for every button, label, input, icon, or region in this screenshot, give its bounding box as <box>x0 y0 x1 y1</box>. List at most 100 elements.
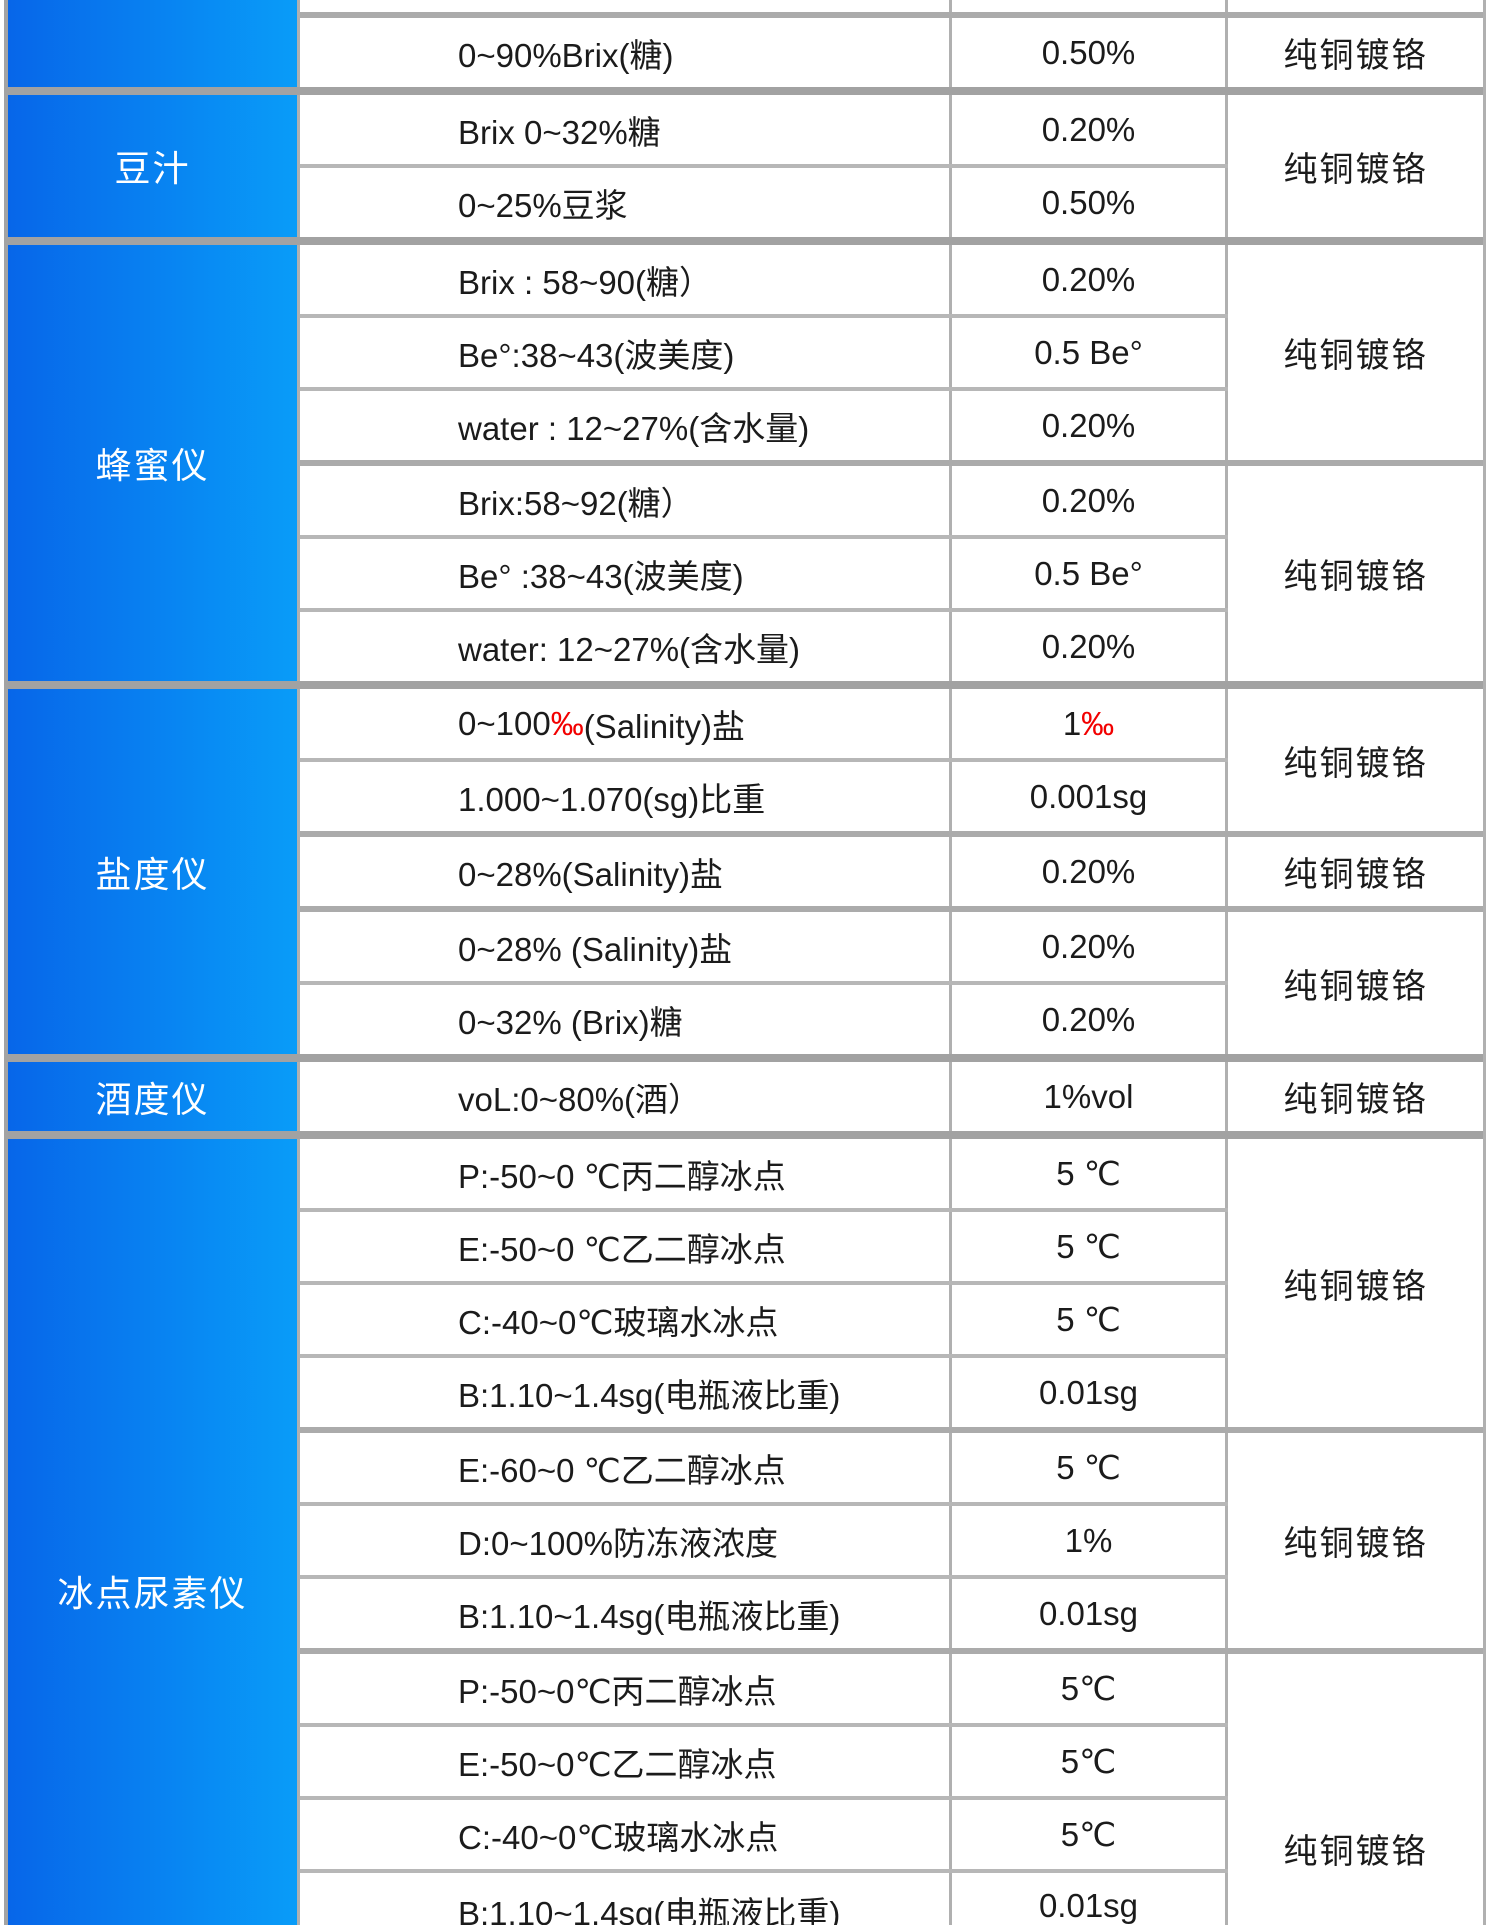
text-segment: 1 <box>1062 704 1082 742</box>
resolution-cell: 0.20% <box>952 245 1228 314</box>
category-label: 蜂蜜仪 <box>95 445 210 486</box>
block-rows: P:-50~0℃丙二醇冰点 5℃ E:-50~0℃乙二醇冰点 5℃ C:-40~0℃玻璃… <box>300 1654 1228 1925</box>
block-divider <box>300 906 1483 912</box>
resolution-cell: 5℃ <box>952 1654 1228 1723</box>
block-rows: 0~100 ‰ (Salinity)盐 1 ‰ 1.000~1.070(sg)比重 0.00… <box>300 689 1228 831</box>
row-divider <box>300 1796 1228 1800</box>
range-cell: 0~28%(Salinity)盐 <box>300 837 952 906</box>
resolution-cell: 5 ℃ <box>952 1433 1228 1502</box>
table-row: 0~28% (Salinity)盐 0.20% <box>300 912 1228 981</box>
material-block: Brix:58~92(糖） 0.20% Be° :38~43(波美度) 0.5 Be°… <box>300 466 1483 681</box>
material-cell: 纯铜镀铬 <box>1283 1267 1428 1306</box>
range-cell: Be°:38~43(波美度) <box>300 318 952 387</box>
range-cell: E:-60~0 ℃乙二醇冰点 <box>300 1433 952 1502</box>
table-row: water : 12~27%(含水量) 0.20% <box>300 391 1228 460</box>
range-cell: 0~100 ‰ (Salinity)盐 <box>300 689 952 758</box>
range-cell: 0~28% (Salinity)盐 <box>300 912 952 981</box>
material-block: 0~28% (Salinity)盐 0.20% 0~32% (Brix)糖 0.20%… <box>300 912 1483 1054</box>
resolution-cell: 0.20% <box>952 837 1228 906</box>
resolution-cell: 0.01sg <box>952 1873 1228 1925</box>
range-cell: 0~90%Brix(糖) <box>300 18 952 87</box>
range-cell: C:-40~0℃玻璃水冰点 <box>300 1800 952 1869</box>
block-divider <box>300 460 1483 466</box>
resolution-cell: 0.20% <box>952 612 1228 681</box>
resolution-cell: 0.20% <box>952 391 1228 460</box>
range-cell: Brix : 58~90(糖） <box>300 245 952 314</box>
resolution-cell: 0.01sg <box>952 1358 1228 1427</box>
row-divider <box>300 387 1228 391</box>
resolution-cell: 0.20% <box>952 95 1228 164</box>
range-cell: C:-40~0℃玻璃水冰点 <box>300 1285 952 1354</box>
table-row: Be°:38~43(波美度) 0.5 Be° <box>300 318 1228 387</box>
group-divider <box>8 87 1483 95</box>
group-body: P:-50~0 ℃丙二醇冰点 5 ℃ E:-50~0 ℃乙二醇冰点 5 ℃ C:-40~… <box>300 1139 1483 1925</box>
category-label: 酒度仪 <box>95 1078 210 1120</box>
table-row: 0~25%豆浆 0.50% <box>300 168 1228 237</box>
category-group: 0~90%Brix(糖) 0.50% 纯铜镀铬 <box>8 0 1483 87</box>
range-cell: 1.000~1.070(sg)比重 <box>300 762 952 831</box>
block-rows: Brix:58~92(糖） 0.20% Be° :38~43(波美度) 0.5 Be°… <box>300 466 1228 681</box>
category-cell: 蜂蜜仪 <box>8 245 300 681</box>
group-divider <box>8 681 1483 689</box>
resolution-cell: 5 ℃ <box>952 1139 1228 1208</box>
material-cell: 纯铜镀铬 <box>1283 558 1428 596</box>
category-group: 盐度仪 0~100 ‰ (Salinity)盐 1 ‰ 1.000~1.070(sg)比重 0… <box>8 689 1483 1054</box>
resolution-cell: 1%vol <box>952 1062 1228 1131</box>
range-cell: D:0~100%防冻液浓度 <box>300 1506 952 1575</box>
resolution-cell: 0.20% <box>952 466 1228 535</box>
group-divider <box>8 237 1483 245</box>
resolution-cell: 1 ‰ <box>952 689 1228 758</box>
row-divider <box>300 1208 1228 1212</box>
resolution-cell: 0.01sg <box>952 1579 1228 1648</box>
material-cell: 纯铜镀铬 <box>1283 1525 1428 1563</box>
block-rows <box>300 0 1228 12</box>
text-segment: (Salinity)盐 <box>583 707 746 745</box>
table-row: P:-50~0℃丙二醇冰点 5℃ <box>300 1654 1228 1723</box>
material-cell: 纯铜镀铬 <box>1283 967 1428 1006</box>
text-segment: 0~100 <box>458 704 551 742</box>
table-row: Brix 0~32%糖 0.20% <box>300 95 1228 164</box>
category-cell <box>8 0 300 87</box>
resolution-cell: 0.20% <box>952 985 1228 1054</box>
category-cell: 豆汁 <box>8 95 300 237</box>
resolution-cell: 0.5 Be° <box>952 539 1228 608</box>
material-block: E:-60~0 ℃乙二醇冰点 5 ℃ D:0~100%防冻液浓度 1% B:1.10~1… <box>300 1433 1483 1648</box>
resolution-cell: 5℃ <box>952 1800 1228 1869</box>
table-row: 0~32% (Brix)糖 0.20% <box>300 985 1228 1054</box>
category-cell: 酒度仪 <box>8 1062 300 1131</box>
range-cell: P:-50~0 ℃丙二醇冰点 <box>300 1139 952 1208</box>
group-divider <box>8 1054 1483 1062</box>
resolution-cell: 5 ℃ <box>952 1212 1228 1281</box>
block-rows: P:-50~0 ℃丙二醇冰点 5 ℃ E:-50~0 ℃乙二醇冰点 5 ℃ C:-40~… <box>300 1139 1228 1427</box>
block-rows: 0~28% (Salinity)盐 0.20% 0~32% (Brix)糖 0.20% <box>300 912 1228 1054</box>
highlighted-text: ‰ <box>550 704 584 742</box>
range-cell: E:-50~0℃乙二醇冰点 <box>300 1727 952 1796</box>
block-divider <box>300 1427 1483 1433</box>
material-cell: 纯铜镀铬 <box>1283 150 1428 189</box>
table-row: E:-60~0 ℃乙二醇冰点 5 ℃ <box>300 1433 1228 1502</box>
group-body: Brix : 58~90(糖） 0.20% Be°:38~43(波美度) 0.5 Be… <box>300 245 1483 681</box>
category-cell: 冰点尿素仪 <box>8 1139 300 1925</box>
block-divider <box>300 831 1483 837</box>
range-cell: B:1.10~1.4sg(电瓶液比重) <box>300 1358 952 1427</box>
table-row: 0~100 ‰ (Salinity)盐 1 ‰ <box>300 689 1228 758</box>
block-rows: Brix : 58~90(糖） 0.20% Be°:38~43(波美度) 0.5 Be… <box>300 245 1228 460</box>
material-cell: 纯铜镀铬 <box>1283 1081 1428 1119</box>
material-cell: 纯铜镀铬 <box>1283 1833 1428 1871</box>
category-cell: 盐度仪 <box>8 689 300 1054</box>
row-divider <box>300 314 1228 318</box>
table-row: Brix:58~92(糖） 0.20% <box>300 466 1228 535</box>
row-divider <box>300 535 1228 539</box>
row-divider <box>300 1354 1228 1358</box>
table-row: P:-50~0 ℃丙二醇冰点 5 ℃ <box>300 1139 1228 1208</box>
material-block: P:-50~0 ℃丙二醇冰点 5 ℃ E:-50~0 ℃乙二醇冰点 5 ℃ C:-40~… <box>300 1139 1483 1427</box>
row-divider <box>300 1869 1228 1873</box>
range-cell: E:-50~0 ℃乙二醇冰点 <box>300 1212 952 1281</box>
row-divider <box>300 1723 1228 1727</box>
table-row: Be° :38~43(波美度) 0.5 Be° <box>300 539 1228 608</box>
resolution-cell: 0.50% <box>952 168 1228 237</box>
range-cell <box>300 0 952 12</box>
resolution-cell: 0.50% <box>952 18 1228 87</box>
resolution-cell <box>952 0 1228 12</box>
